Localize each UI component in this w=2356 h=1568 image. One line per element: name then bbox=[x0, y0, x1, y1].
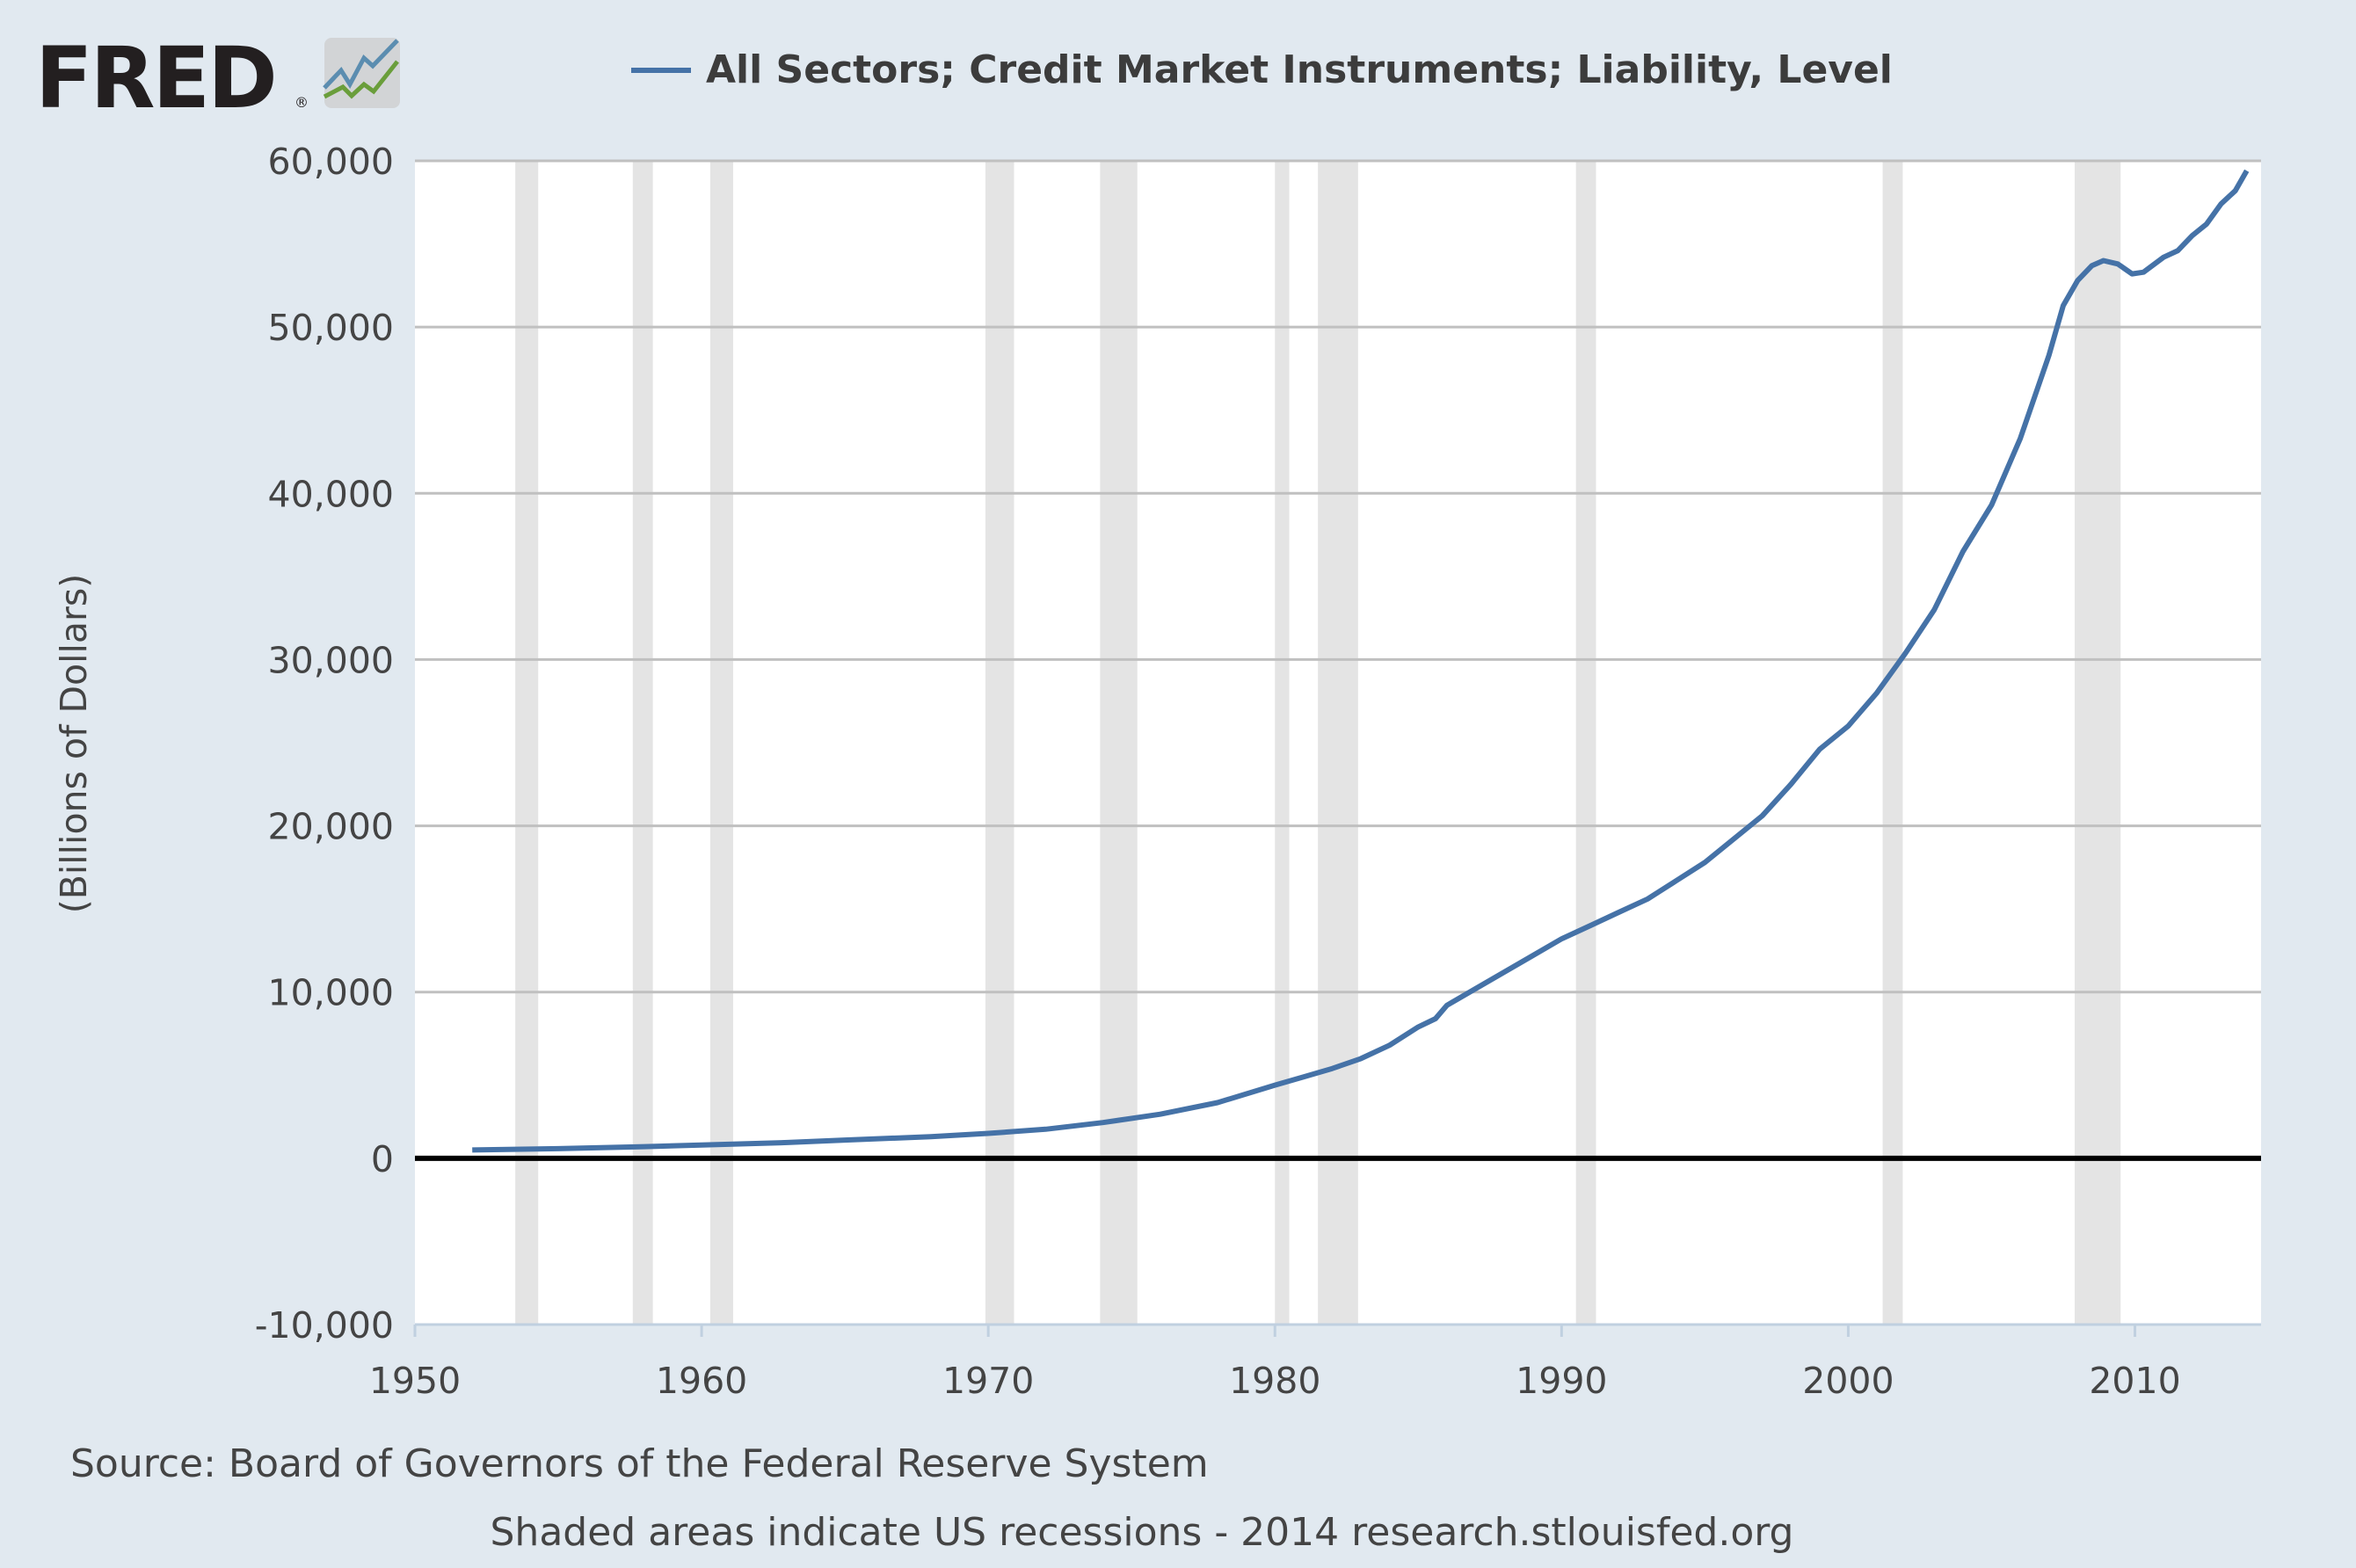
x-tick-label: 1980 bbox=[1229, 1360, 1320, 1402]
x-axis-ticks: 1950 1960 1970 1980 1990 2000 2010 bbox=[369, 1325, 2181, 1402]
y-tick-label: 60,000 bbox=[268, 141, 394, 183]
y-axis-ticks: -10,000 0 10,000 20,000 30,000 40,000 50,000 60… bbox=[255, 141, 394, 1347]
y-tick-label: 30,000 bbox=[268, 639, 394, 681]
recession-band bbox=[1318, 161, 1358, 1325]
x-tick-label: 2000 bbox=[1802, 1360, 1894, 1402]
x-tick-label: 1950 bbox=[369, 1360, 461, 1402]
recession-band bbox=[632, 161, 653, 1325]
y-tick-label: 20,000 bbox=[268, 806, 394, 848]
x-tick-label: 1990 bbox=[1516, 1360, 1607, 1402]
recession-band bbox=[515, 161, 539, 1325]
logo-graph-icon bbox=[323, 38, 400, 108]
recession-band bbox=[1882, 161, 1903, 1325]
recession-band bbox=[1275, 161, 1290, 1325]
y-tick-label: 0 bbox=[371, 1138, 394, 1180]
series-line bbox=[472, 169, 2250, 1153]
recession-band bbox=[985, 161, 1014, 1325]
legend: All Sectors; Credit Market Instruments; … bbox=[631, 47, 1893, 92]
y-tick-label: 40,000 bbox=[268, 473, 394, 515]
recession-shading bbox=[515, 161, 2121, 1325]
x-tick-label: 2010 bbox=[2089, 1360, 2180, 1402]
y-tick-label: -10,000 bbox=[255, 1304, 394, 1347]
y-tick-label: 10,000 bbox=[268, 972, 394, 1014]
x-tick-label: 1960 bbox=[656, 1360, 747, 1402]
logo-text: FRED bbox=[35, 29, 275, 127]
recession-band bbox=[2075, 161, 2121, 1325]
gridlines bbox=[415, 159, 2261, 1161]
y-axis-label: (Billions of Dollars) bbox=[53, 574, 95, 913]
recession-band bbox=[709, 161, 733, 1325]
logo-registered: ® bbox=[294, 94, 309, 111]
recession-note: Shaded areas indicate US recessions - 20… bbox=[491, 1510, 1794, 1555]
source-text: Source: Board of Governors of the Federa… bbox=[70, 1441, 1209, 1486]
recession-band bbox=[1575, 161, 1596, 1325]
y-tick-label: 50,000 bbox=[268, 307, 394, 349]
chart-title: All Sectors; Credit Market Instruments; … bbox=[706, 47, 1893, 92]
x-tick-label: 1970 bbox=[942, 1360, 1034, 1402]
recession-band bbox=[1100, 161, 1138, 1325]
fred-logo[interactable]: FRED ® bbox=[35, 29, 400, 127]
